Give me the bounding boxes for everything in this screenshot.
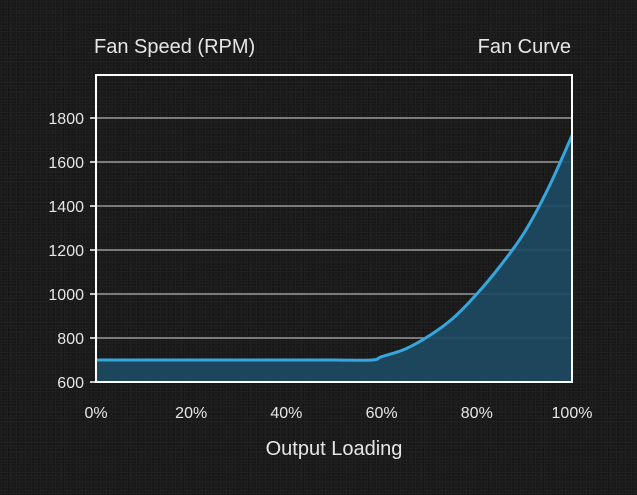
y-tick-label: 1000 — [48, 287, 84, 304]
y-tick-label: 800 — [57, 331, 84, 348]
x-tick-label: 60% — [366, 405, 398, 422]
x-tick-label: 20% — [175, 405, 207, 422]
x-tick-labels: 0% 20% 40% 60% 80% 100% — [84, 405, 592, 422]
series-line — [96, 134, 574, 362]
y-tick-label: 600 — [57, 375, 84, 392]
axis-frame — [95, 74, 573, 383]
y-tick-label: 1800 — [48, 111, 84, 128]
y-tick-label: 1200 — [48, 243, 84, 260]
y-axis-label: Fan Speed (RPM) — [94, 36, 255, 58]
x-tick-label: 80% — [461, 405, 493, 422]
x-tick-label: 100% — [552, 405, 593, 422]
y-tick-labels: 600 800 1000 1200 1400 1600 1800 — [48, 111, 84, 392]
y-tick-label: 1400 — [48, 199, 84, 216]
x-tick-label: 40% — [270, 405, 302, 422]
x-tick-label: 0% — [84, 405, 107, 422]
chart-title: Fan Curve — [478, 36, 571, 58]
x-axis-label: Output Loading — [266, 438, 403, 460]
y-tick-label: 1600 — [48, 155, 84, 172]
plot-border — [95, 74, 573, 383]
area-fill — [96, 135, 572, 382]
